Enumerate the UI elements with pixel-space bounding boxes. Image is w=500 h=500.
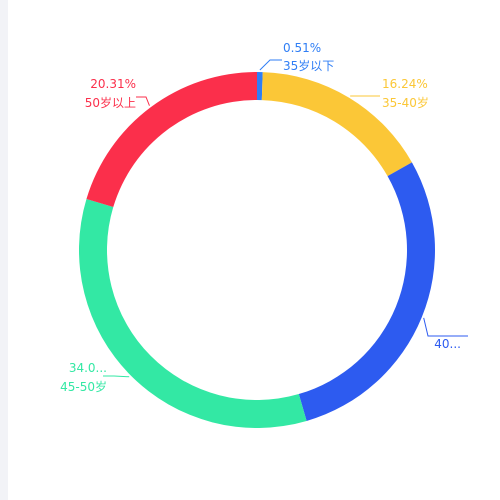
slice-category-label-1: 35-40岁 <box>382 95 429 110</box>
slice-percent-label-3: 34.0... <box>69 361 107 375</box>
leader-line-4 <box>136 96 150 106</box>
donut-slice-4[interactable] <box>86 72 258 208</box>
donut-slice-3[interactable] <box>79 199 307 428</box>
donut-slice-0[interactable] <box>257 72 263 101</box>
donut-labels: 0.51% 35岁以下 16.24% 35-40岁 40... 34.0... 45-50岁… <box>60 41 468 394</box>
slice-percent-label-0: 0.51% <box>283 41 321 55</box>
slice-percent-label-1: 16.24% <box>382 77 428 91</box>
slice-category-label-0: 35岁以下 <box>283 58 334 73</box>
leader-line-2 <box>423 317 468 337</box>
donut-slices <box>79 72 435 428</box>
slice-percent-label-2: 40... <box>434 337 461 351</box>
slice-category-label-3: 45-50岁 <box>60 379 107 394</box>
slice-percent-label-4: 20.31% <box>90 77 136 91</box>
side-strip <box>0 0 8 500</box>
slice-category-label-4: 50岁以上 <box>85 95 136 110</box>
leader-line-3 <box>103 375 130 378</box>
leader-line-0 <box>259 59 282 71</box>
donut-slice-1[interactable] <box>261 72 412 177</box>
donut-slice-2[interactable] <box>298 162 435 421</box>
